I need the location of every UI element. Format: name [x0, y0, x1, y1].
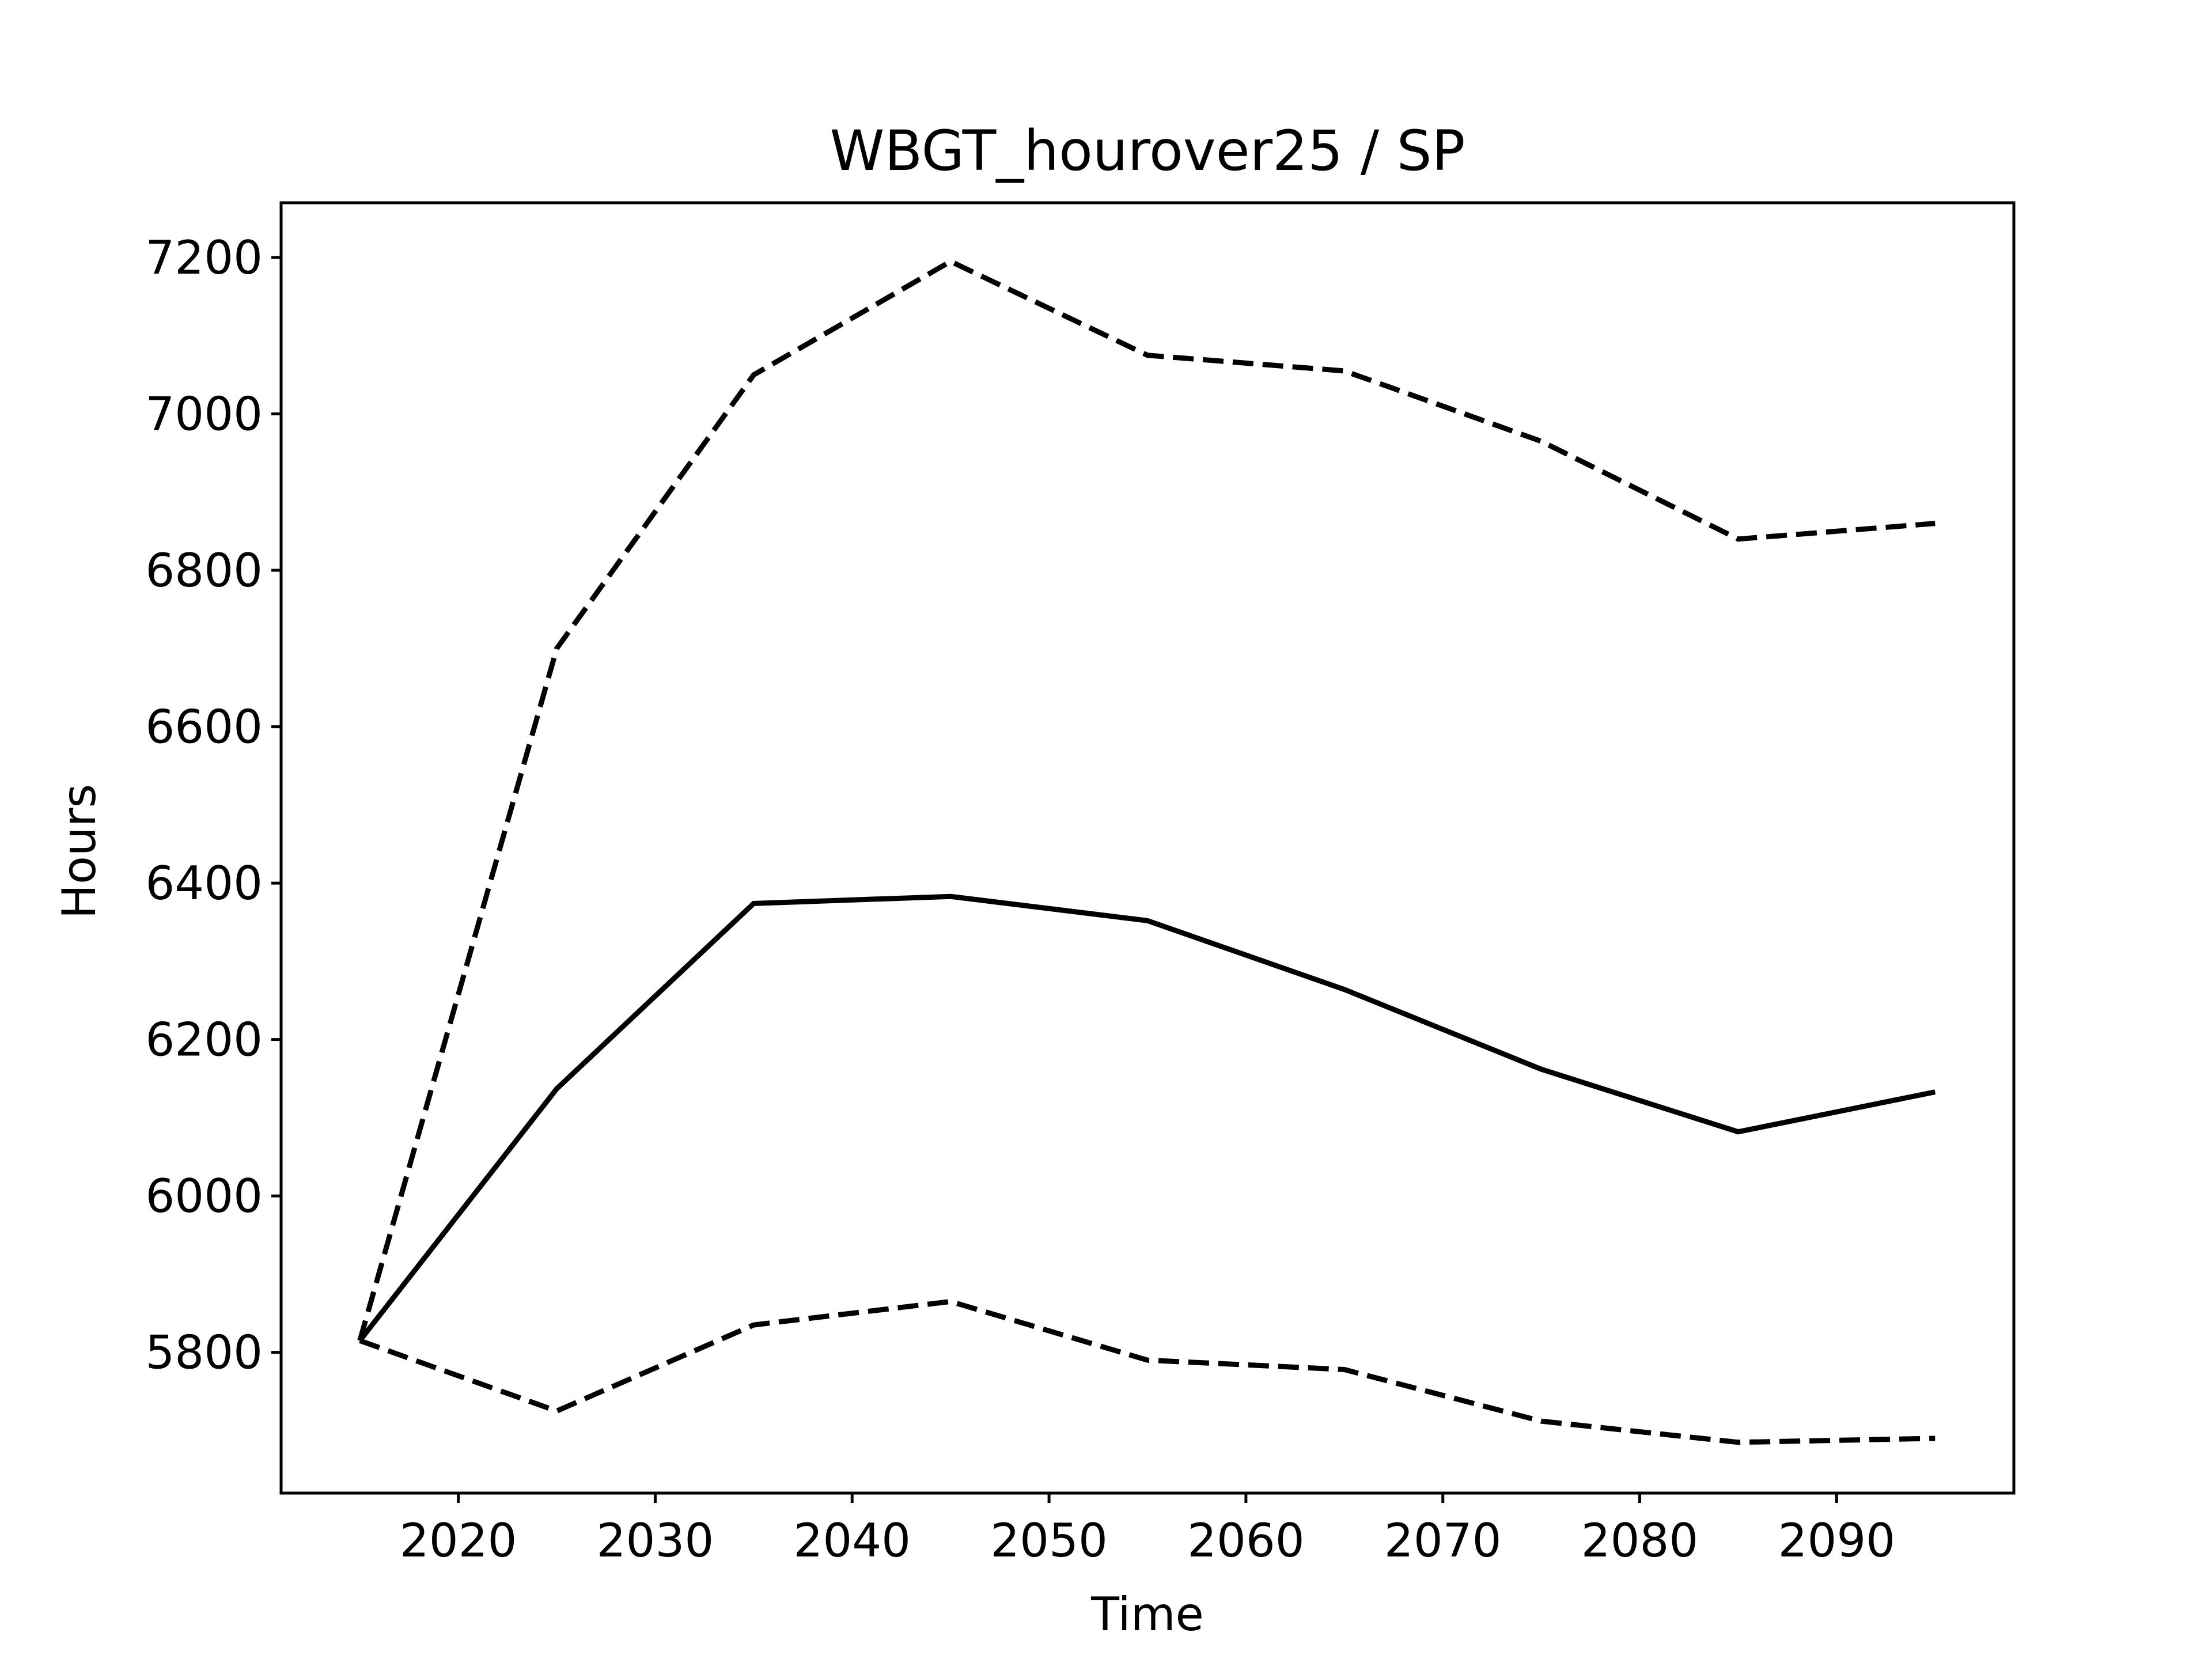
x-tick-label: 2060	[1187, 1514, 1305, 1567]
plot-area	[357, 258, 1936, 1445]
x-axis: 2020 2030 2040 2050 2060 2070 2080 2090	[400, 1493, 1895, 1567]
x-tick-label: 2030	[597, 1514, 714, 1567]
x-tick-label: 2080	[1581, 1514, 1699, 1567]
y-tick-label: 6000	[145, 1169, 263, 1223]
y-tick-label: 7000	[145, 388, 263, 441]
y-axis-label: Hours	[52, 784, 106, 919]
series-line-2	[359, 1298, 1936, 1445]
chart-title: WBGT_hourover25 / SP	[830, 119, 1465, 183]
y-tick-label: 5800	[145, 1326, 263, 1380]
plot-frame	[279, 201, 2016, 1495]
x-tick-label: 2070	[1384, 1514, 1502, 1567]
y-axis: 5800 6000 6200 6400 6600 6800 7000 7200	[145, 231, 281, 1380]
y-tick-label: 6200	[145, 1013, 263, 1067]
x-axis-label: Time	[1090, 1588, 1204, 1641]
y-tick-label: 6400	[145, 857, 263, 910]
y-tick-label: 7200	[145, 231, 263, 285]
x-tick-label: 2020	[400, 1514, 517, 1567]
x-tick-label: 2040	[793, 1514, 911, 1567]
series-line-0	[358, 893, 1936, 1343]
x-tick-label: 2050	[990, 1514, 1108, 1567]
y-tick-label: 6600	[145, 700, 263, 754]
series-line-1	[357, 258, 1936, 1342]
x-tick-label: 2090	[1778, 1514, 1896, 1567]
y-tick-label: 6800	[145, 544, 263, 597]
